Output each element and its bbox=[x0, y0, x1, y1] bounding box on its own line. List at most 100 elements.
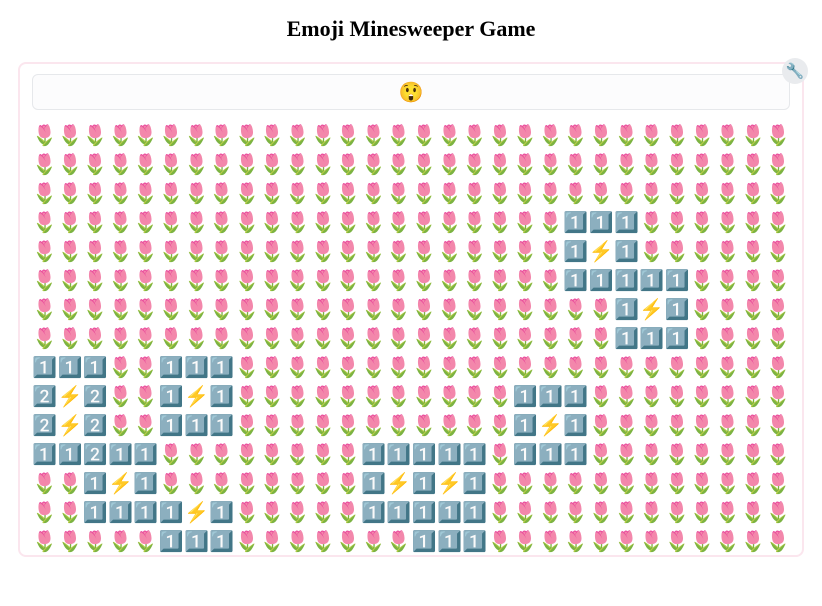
cell[interactable]: 🌷 bbox=[589, 410, 614, 439]
cell[interactable]: 🌷 bbox=[690, 323, 715, 352]
cell[interactable]: 🌷 bbox=[690, 207, 715, 236]
settings-button[interactable]: 🔧 bbox=[782, 58, 808, 84]
cell[interactable]: 🌷 bbox=[664, 236, 689, 265]
cell[interactable]: 🌷 bbox=[513, 120, 538, 149]
cell[interactable]: 🌷 bbox=[133, 294, 158, 323]
cell[interactable]: 🌷 bbox=[336, 323, 361, 352]
cell[interactable]: 🌷 bbox=[209, 323, 234, 352]
cell[interactable]: 🌷 bbox=[57, 294, 82, 323]
cell[interactable]: 🌷 bbox=[766, 468, 791, 497]
cell[interactable]: 🌷 bbox=[310, 265, 335, 294]
cell[interactable]: 🌷 bbox=[690, 294, 715, 323]
cell[interactable]: 🌷 bbox=[766, 294, 791, 323]
cell[interactable]: 1️⃣ bbox=[462, 497, 487, 526]
cell[interactable]: 🌷 bbox=[513, 526, 538, 555]
cell[interactable]: 🌷 bbox=[108, 120, 133, 149]
cell[interactable]: 🌷 bbox=[766, 178, 791, 207]
cell[interactable]: 🌷 bbox=[310, 323, 335, 352]
cell[interactable]: 🌷 bbox=[184, 468, 209, 497]
cell[interactable]: 🌷 bbox=[715, 526, 740, 555]
cell[interactable]: 🌷 bbox=[664, 497, 689, 526]
cell[interactable]: 1️⃣ bbox=[209, 410, 234, 439]
cell[interactable]: 🌷 bbox=[538, 526, 563, 555]
cell[interactable]: 🌷 bbox=[209, 265, 234, 294]
cell[interactable]: 🌷 bbox=[285, 352, 310, 381]
cell[interactable]: 🌷 bbox=[260, 526, 285, 555]
cell[interactable]: 🌷 bbox=[690, 526, 715, 555]
cell[interactable]: 🌷 bbox=[715, 410, 740, 439]
cell[interactable]: 1️⃣ bbox=[209, 497, 234, 526]
cell[interactable]: 1️⃣ bbox=[386, 497, 411, 526]
cell[interactable]: 🌷 bbox=[462, 410, 487, 439]
cell[interactable]: 🌷 bbox=[386, 149, 411, 178]
cell[interactable]: 🌷 bbox=[563, 178, 588, 207]
cell[interactable]: 1️⃣ bbox=[133, 468, 158, 497]
cell[interactable]: 🌷 bbox=[740, 207, 765, 236]
cell[interactable]: 🌷 bbox=[260, 439, 285, 468]
cell[interactable]: 🌷 bbox=[260, 381, 285, 410]
cell[interactable]: 1️⃣ bbox=[664, 265, 689, 294]
cell[interactable]: 🌷 bbox=[766, 265, 791, 294]
cell[interactable]: 1️⃣ bbox=[589, 265, 614, 294]
cell[interactable]: 🌷 bbox=[386, 352, 411, 381]
cell[interactable]: 🌷 bbox=[57, 265, 82, 294]
cell[interactable]: 🌷 bbox=[158, 294, 183, 323]
cell[interactable]: 🌷 bbox=[234, 120, 259, 149]
cell[interactable]: 🌷 bbox=[563, 352, 588, 381]
cell[interactable]: 🌷 bbox=[386, 323, 411, 352]
status-bar[interactable]: 😲 bbox=[32, 74, 790, 110]
cell[interactable]: 🌷 bbox=[133, 149, 158, 178]
cell[interactable]: 1️⃣ bbox=[184, 410, 209, 439]
cell[interactable]: 🌷 bbox=[234, 178, 259, 207]
cell[interactable]: 🌷 bbox=[690, 497, 715, 526]
cell[interactable]: 🌷 bbox=[766, 207, 791, 236]
cell[interactable]: 🌷 bbox=[664, 468, 689, 497]
cell[interactable]: 🌷 bbox=[766, 352, 791, 381]
cell[interactable]: 🌷 bbox=[336, 410, 361, 439]
cell[interactable]: 🌷 bbox=[108, 207, 133, 236]
cell[interactable]: 🌷 bbox=[184, 120, 209, 149]
cell[interactable]: 🌷 bbox=[462, 323, 487, 352]
cell[interactable]: 🌷 bbox=[310, 381, 335, 410]
cell[interactable]: 🌷 bbox=[361, 323, 386, 352]
cell[interactable]: 🌷 bbox=[260, 497, 285, 526]
cell[interactable]: 1️⃣ bbox=[639, 265, 664, 294]
cell[interactable]: 🌷 bbox=[513, 149, 538, 178]
cell[interactable]: 🌷 bbox=[336, 265, 361, 294]
cell[interactable]: 🌷 bbox=[234, 410, 259, 439]
cell[interactable]: 🌷 bbox=[260, 178, 285, 207]
cell[interactable]: ⚡ bbox=[386, 468, 411, 497]
cell[interactable]: 🌷 bbox=[57, 178, 82, 207]
cell[interactable]: 🌷 bbox=[589, 294, 614, 323]
cell[interactable]: 🌷 bbox=[260, 265, 285, 294]
cell[interactable]: 🌷 bbox=[487, 323, 512, 352]
cell[interactable]: 🌷 bbox=[639, 410, 664, 439]
cell[interactable]: 🌷 bbox=[487, 207, 512, 236]
cell[interactable]: 🌷 bbox=[411, 352, 436, 381]
cell[interactable]: 🌷 bbox=[285, 178, 310, 207]
cell[interactable]: 🌷 bbox=[664, 352, 689, 381]
cell[interactable]: 1️⃣ bbox=[614, 294, 639, 323]
cell[interactable]: 1️⃣ bbox=[664, 294, 689, 323]
cell[interactable]: 🌷 bbox=[766, 497, 791, 526]
cell[interactable]: 1️⃣ bbox=[411, 497, 436, 526]
cell[interactable]: 🌷 bbox=[664, 526, 689, 555]
cell[interactable]: 🌷 bbox=[538, 497, 563, 526]
cell[interactable]: 🌷 bbox=[260, 207, 285, 236]
cell[interactable]: 🌷 bbox=[336, 294, 361, 323]
cell[interactable]: 🌷 bbox=[538, 265, 563, 294]
cell[interactable]: 🌷 bbox=[57, 120, 82, 149]
cell[interactable]: 🌷 bbox=[234, 352, 259, 381]
cell[interactable]: 1️⃣ bbox=[462, 526, 487, 555]
cell[interactable]: 🌷 bbox=[361, 526, 386, 555]
cell[interactable]: 🌷 bbox=[487, 265, 512, 294]
cell[interactable]: 1️⃣ bbox=[614, 207, 639, 236]
cell[interactable]: 🌷 bbox=[184, 439, 209, 468]
cell[interactable]: 1️⃣ bbox=[614, 236, 639, 265]
cell[interactable]: 🌷 bbox=[614, 149, 639, 178]
cell[interactable]: 🌷 bbox=[487, 120, 512, 149]
cell[interactable]: 🌷 bbox=[513, 323, 538, 352]
cell[interactable]: 🌷 bbox=[538, 294, 563, 323]
cell[interactable]: 🌷 bbox=[158, 149, 183, 178]
cell[interactable]: 🌷 bbox=[310, 497, 335, 526]
